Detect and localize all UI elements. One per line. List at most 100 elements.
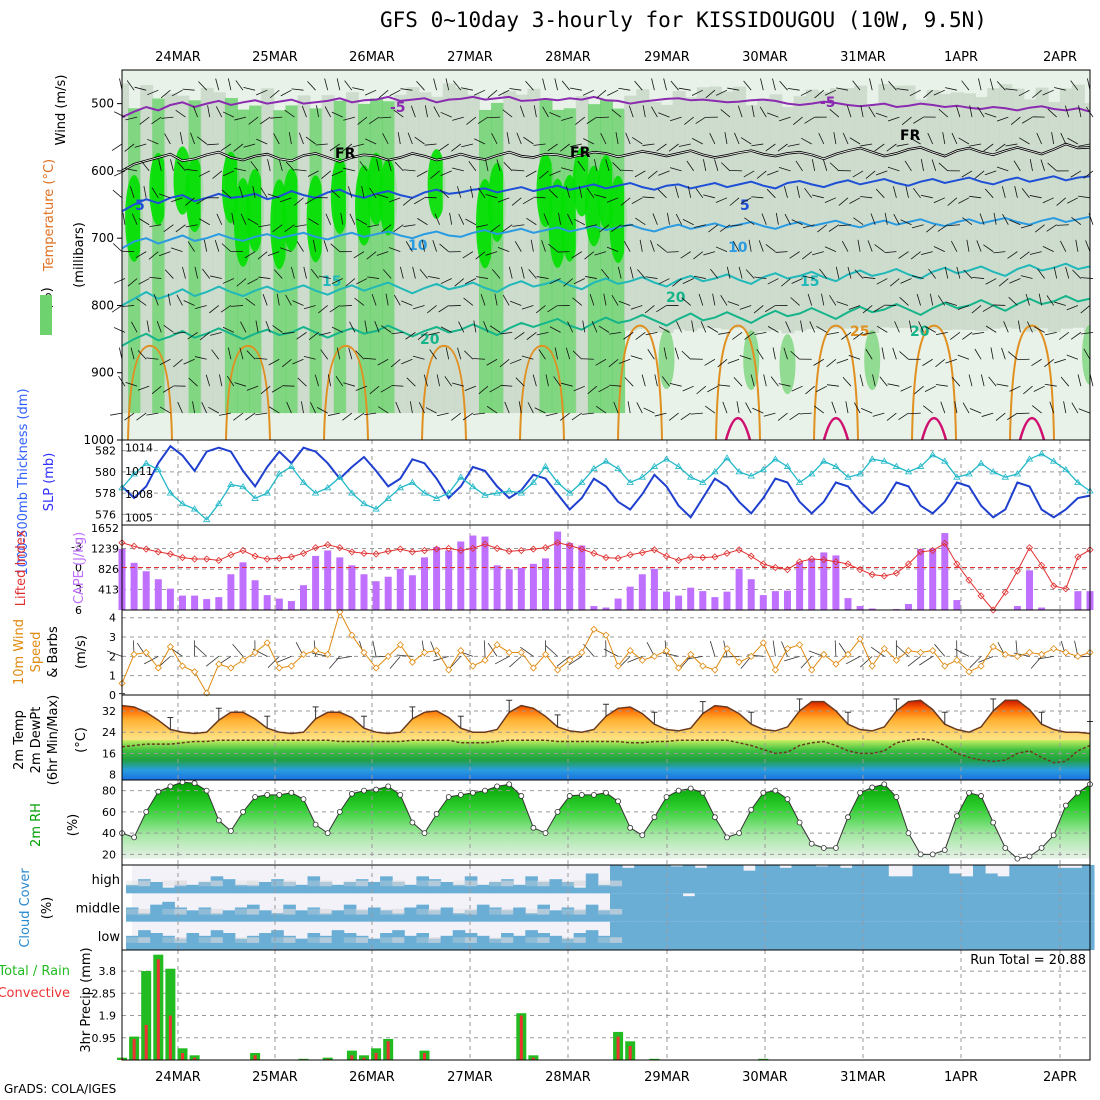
precip-tick-label: 2.85 — [92, 987, 117, 1000]
wind-barb — [645, 276, 658, 279]
cape-bar — [796, 562, 804, 610]
wind-barb — [935, 358, 946, 368]
wind-barb — [369, 187, 377, 199]
wind-barb — [717, 358, 728, 368]
wind-barb — [194, 266, 198, 279]
wind-barb — [136, 298, 147, 306]
cloud-bar-low — [1069, 921, 1083, 950]
wind-barb — [305, 197, 316, 205]
wind-barb — [594, 251, 607, 256]
wind-barb — [1019, 251, 1030, 260]
cloud-axis-label: Cloud Cover — [18, 868, 33, 948]
cloud-bar-low — [295, 938, 308, 950]
wind-barb — [582, 320, 586, 333]
wind-barb — [1071, 402, 1079, 414]
rh2m-fill — [122, 782, 1090, 859]
wind-barb — [983, 143, 994, 152]
wind-barb — [521, 355, 534, 360]
wind-barb — [496, 159, 501, 172]
cloud-gap — [174, 937, 187, 943]
wind-barb — [951, 132, 958, 145]
wind-barb — [630, 305, 643, 310]
wind-barb — [838, 197, 849, 206]
wind-speed-axis-label: Speed — [29, 632, 44, 673]
wind-barb — [1003, 321, 1009, 333]
wind-barb — [703, 251, 716, 256]
wind-barb — [502, 294, 510, 306]
wind-barb-10m — [449, 656, 462, 669]
wind-barb — [357, 116, 368, 125]
cloud-bar-high — [537, 882, 550, 894]
date-label-bottom: 25MAR — [252, 1070, 298, 1085]
wind-barb — [472, 358, 486, 360]
wind-barb-10m — [494, 656, 510, 665]
cloud-bar-high — [573, 887, 587, 894]
wind-barb — [509, 88, 522, 91]
wind-barb — [382, 269, 392, 279]
wind-barb — [1083, 170, 1094, 179]
rh-column — [454, 87, 468, 414]
wind-barb-10m — [520, 646, 534, 657]
wind-barb — [831, 401, 837, 414]
date-label-bottom: 27MAR — [447, 1070, 493, 1085]
wind-barb — [765, 143, 776, 152]
wind-barb — [612, 162, 622, 172]
wind-barb-10m — [709, 640, 716, 657]
wind-barb — [647, 349, 655, 360]
rh-moist-core — [185, 157, 204, 233]
lifted-index-marker — [892, 569, 900, 577]
rh2m-marker — [639, 832, 646, 839]
wind-barb — [624, 377, 634, 387]
cloud-bar-high — [549, 879, 563, 894]
cape-bar — [771, 591, 779, 610]
cloud-gap — [573, 937, 587, 943]
date-label-top: 1APR — [944, 50, 978, 65]
wind-barb — [845, 401, 849, 414]
wind-barb — [409, 401, 413, 414]
cape-bar — [856, 606, 864, 610]
precip-convective-bar — [519, 1015, 523, 1060]
wind-barb — [303, 355, 316, 360]
wind-barb — [828, 224, 840, 232]
cape-bar — [711, 597, 719, 610]
wind-barb — [983, 244, 994, 252]
wind-barb — [720, 109, 731, 118]
lifted-index-marker — [868, 571, 876, 579]
wind-barb — [698, 293, 704, 306]
rh-column — [708, 86, 722, 329]
temp-contour-m5 — [121, 95, 1091, 119]
cloud-bar-low — [779, 921, 792, 950]
wind-barb — [567, 213, 574, 225]
lifted-index-marker — [541, 544, 550, 552]
wind-barb — [933, 246, 945, 252]
wind-barb — [240, 213, 247, 225]
wind-barb — [548, 243, 558, 252]
lifted-index-marker — [178, 554, 187, 562]
wind-barb — [875, 188, 885, 199]
wind-barb — [315, 143, 328, 146]
wind-barb — [793, 116, 803, 125]
wind-barb-10m — [870, 646, 885, 657]
precip-convective-bar — [326, 1058, 330, 1060]
wind-speed-marker — [941, 662, 949, 670]
thickness-marker — [311, 489, 320, 496]
wind-barb — [1022, 116, 1033, 124]
axis-label: (6hr Min/Max) — [46, 695, 61, 785]
thickness-marker — [723, 454, 731, 461]
lifted-index-marker — [1001, 588, 1009, 596]
cloud-bar-middle — [948, 893, 962, 922]
cape-bar — [396, 568, 404, 610]
wind-barb — [572, 350, 583, 360]
wind-barb-10m — [568, 656, 583, 666]
page-title: GFS 0~10day 3-hourly for KISSIDOUGOU (10… — [380, 8, 987, 32]
wind-barb — [512, 224, 525, 227]
rh2m-tick-label: 20 — [102, 848, 116, 861]
wind-barb — [547, 143, 558, 152]
temp-contour-25 — [813, 324, 859, 441]
lifted-index-marker — [408, 548, 416, 556]
rh2m-axis-label: 2m RH — [29, 803, 44, 847]
wind-barb — [489, 385, 501, 393]
thickness-marker — [166, 489, 175, 496]
cloud-gap — [452, 937, 466, 943]
wind-barb — [149, 224, 162, 228]
